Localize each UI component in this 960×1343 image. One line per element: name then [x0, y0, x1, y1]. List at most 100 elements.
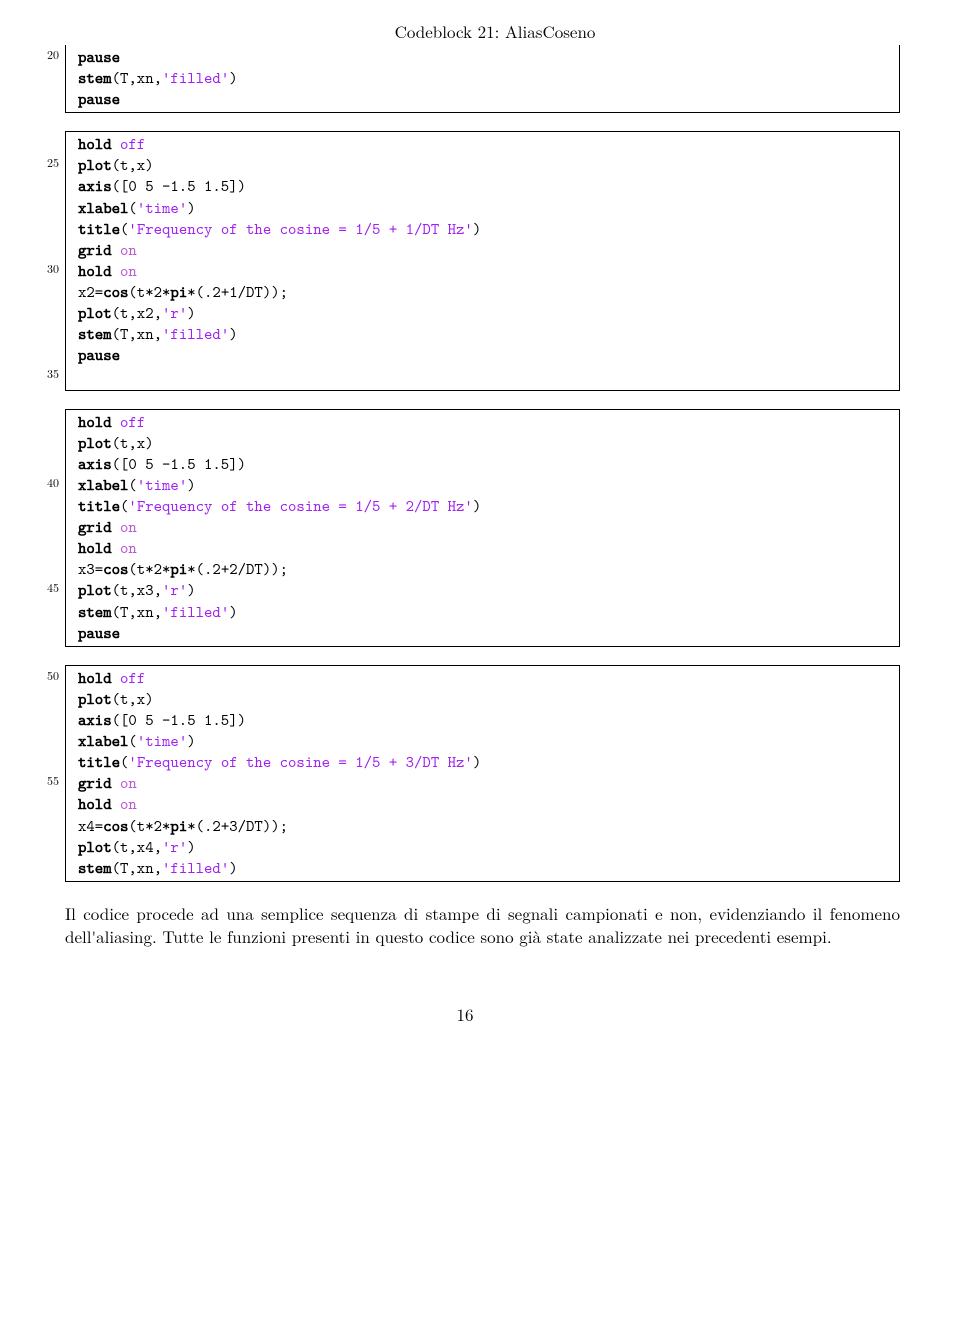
page-number: 16: [30, 1003, 900, 1026]
string-token: off: [120, 668, 145, 689]
code-line: hold on: [78, 794, 889, 815]
code-line: axis([0 5 -1.5 1.5]): [78, 454, 889, 475]
code-token: [112, 773, 120, 794]
codeblock-title: Codeblock 21: AliasCoseno: [90, 20, 900, 43]
code-line: 50hold off: [78, 668, 889, 689]
code-token: x3=: [78, 559, 103, 580]
code-token: x4=: [78, 816, 103, 837]
code-token: (t,x2,: [112, 303, 162, 324]
code-line: stem(T,xn,'filled'): [78, 324, 889, 345]
string-token: off: [120, 412, 145, 433]
keyword-token: hold: [78, 261, 112, 282]
keyword-token: grid: [78, 240, 112, 261]
string-token: off: [120, 134, 145, 155]
keyword-token: plot: [78, 433, 112, 454]
code-token: [112, 412, 120, 433]
code-token: (t,x): [112, 155, 154, 176]
code-block: 20pausestem(T,xn,'filled')pause: [65, 45, 900, 113]
keyword-token: pause: [78, 623, 120, 644]
code-token: [112, 538, 120, 559]
line-number: 50: [31, 668, 59, 684]
line-number: 20: [31, 47, 59, 63]
code-token: (T,xn,: [112, 602, 162, 623]
code-token: (t*2*: [128, 282, 170, 303]
code-line: hold off: [78, 134, 889, 155]
code-token: [112, 261, 120, 282]
code-token: [112, 794, 120, 815]
code-line: plot(t,x4,'r'): [78, 837, 889, 858]
code-line: 20pause: [78, 47, 889, 68]
line-number: 40: [31, 475, 59, 491]
keyword-token: plot: [78, 580, 112, 601]
line-number: 45: [31, 580, 59, 596]
code-token: ([0 5 -1.5 1.5]): [112, 176, 246, 197]
code-line: pause: [78, 89, 889, 110]
keyword-token: axis: [78, 710, 112, 731]
code-line: plot(t,x2,'r'): [78, 303, 889, 324]
code-token: (t*2*: [128, 559, 170, 580]
code-token: (T,xn,: [112, 858, 162, 879]
on-token: on: [120, 261, 137, 282]
code-token: ): [187, 837, 195, 858]
keyword-token: stem: [78, 324, 112, 345]
keyword-token: plot: [78, 303, 112, 324]
code-token: ): [187, 475, 195, 496]
code-line: 30hold on: [78, 261, 889, 282]
keyword-token: pi: [170, 282, 187, 303]
code-token: [112, 240, 120, 261]
code-line: 45plot(t,x3,'r'): [78, 580, 889, 601]
code-line: grid on: [78, 517, 889, 538]
code-block: hold offplot(t,x)axis([0 5 -1.5 1.5])40x…: [65, 409, 900, 647]
string-token: 'filled': [162, 324, 229, 345]
code-token: (T,xn,: [112, 68, 162, 89]
keyword-token: pause: [78, 345, 120, 366]
keyword-token: pi: [170, 559, 187, 580]
code-token: (t*2*: [128, 816, 170, 837]
code-line: xlabel('time'): [78, 198, 889, 219]
code-line: axis([0 5 -1.5 1.5]): [78, 176, 889, 197]
keyword-token: plot: [78, 155, 112, 176]
code-token: ): [187, 731, 195, 752]
keyword-token: grid: [78, 517, 112, 538]
string-token: 'time': [137, 198, 187, 219]
keyword-token: title: [78, 496, 120, 517]
on-token: on: [120, 538, 137, 559]
keyword-token: axis: [78, 454, 112, 475]
code-line: 25plot(t,x): [78, 155, 889, 176]
code-line: stem(T,xn,'filled'): [78, 858, 889, 879]
keyword-token: xlabel: [78, 198, 128, 219]
code-token: ): [187, 303, 195, 324]
code-token: ([0 5 -1.5 1.5]): [112, 454, 246, 475]
keyword-token: hold: [78, 134, 112, 155]
keyword-token: cos: [103, 816, 128, 837]
code-line: 40xlabel('time'): [78, 475, 889, 496]
code-token: *(.2+3/DT));: [187, 816, 288, 837]
keyword-token: pause: [78, 89, 120, 110]
keyword-token: cos: [103, 559, 128, 580]
keyword-token: plot: [78, 689, 112, 710]
string-token: 'time': [137, 475, 187, 496]
code-line: title('Frequency of the cosine = 1/5 + 3…: [78, 752, 889, 773]
code-line: title('Frequency of the cosine = 1/5 + 1…: [78, 219, 889, 240]
code-line: stem(T,xn,'filled'): [78, 68, 889, 89]
code-line: x4=cos(t*2*pi*(.2+3/DT));: [78, 816, 889, 837]
keyword-token: title: [78, 752, 120, 773]
body-paragraph: Il codice procede ad una semplice sequen…: [65, 902, 900, 948]
code-line: stem(T,xn,'filled'): [78, 602, 889, 623]
code-container: 20pausestem(T,xn,'filled')pausehold off2…: [30, 45, 900, 882]
code-line: 55grid on: [78, 773, 889, 794]
code-token: [112, 517, 120, 538]
string-token: 'Frequency of the cosine = 1/5 + 3/DT Hz…: [128, 752, 472, 773]
code-token: (: [128, 731, 136, 752]
code-token: (t,x3,: [112, 580, 162, 601]
code-token: ): [229, 602, 237, 623]
keyword-token: xlabel: [78, 731, 128, 752]
line-number: 55: [31, 773, 59, 789]
string-token: 'Frequency of the cosine = 1/5 + 2/DT Hz…: [128, 496, 472, 517]
code-token: *(.2+2/DT));: [187, 559, 288, 580]
code-token: (t,x): [112, 433, 154, 454]
keyword-token: cos: [103, 282, 128, 303]
keyword-token: xlabel: [78, 475, 128, 496]
code-line: grid on: [78, 240, 889, 261]
code-line: hold off: [78, 412, 889, 433]
